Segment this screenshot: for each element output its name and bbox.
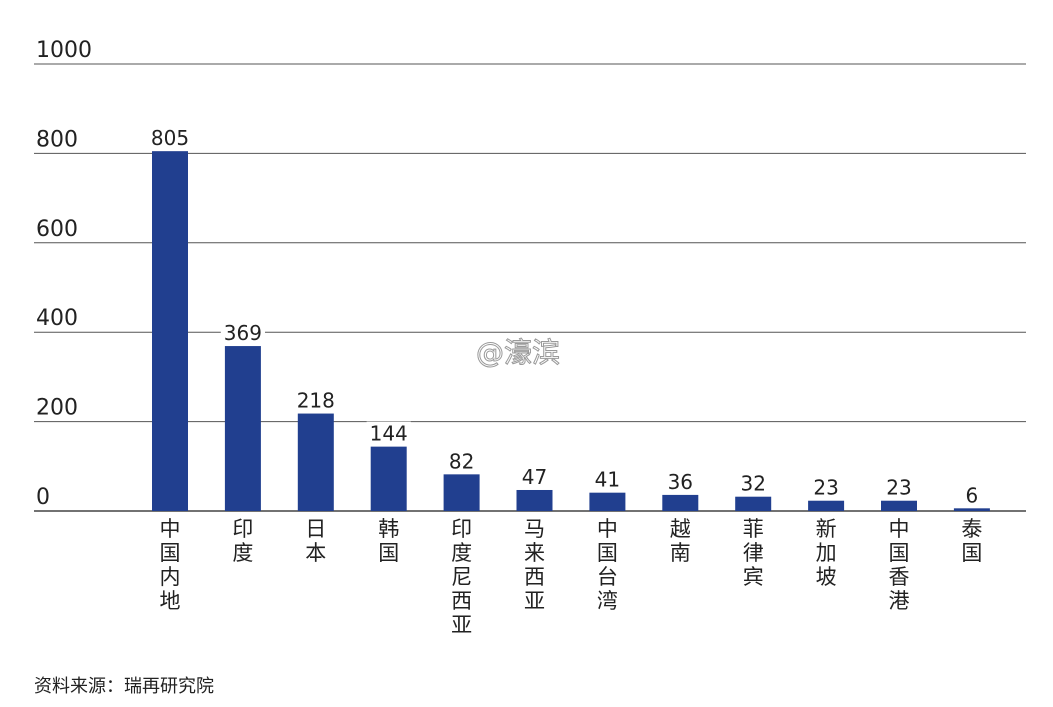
y-axis-ticks: 0 200 400 600 800 1000 xyxy=(36,38,92,510)
data-label-backing xyxy=(366,421,411,446)
category-label: 菲律宾 xyxy=(743,517,764,589)
data-label: 41 xyxy=(595,468,620,492)
data-label: 144 xyxy=(370,422,408,446)
y-tick-label: 0 xyxy=(36,485,50,510)
category-label-text: 韩国 xyxy=(378,517,399,565)
bar xyxy=(808,500,845,511)
data-label: 805 xyxy=(151,126,189,150)
data-label-backing xyxy=(293,388,338,413)
category-label: 日本 xyxy=(305,517,326,565)
data-labels: 805 369 218 144 82 47 41 36 32 23 23 6 xyxy=(147,126,982,508)
category-label: 印度 xyxy=(232,517,253,565)
data-label-backing xyxy=(883,475,915,500)
data-label-backing xyxy=(962,483,982,508)
data-label: 36 xyxy=(668,470,693,494)
data-label: 6 xyxy=(966,483,979,507)
bar xyxy=(152,151,188,512)
category-label-text: 中国内地 xyxy=(160,517,181,613)
data-label: 47 xyxy=(522,465,547,489)
gridlines xyxy=(34,63,1026,512)
data-label-backing xyxy=(220,321,265,346)
y-tick-label: 1000 xyxy=(36,38,92,63)
data-label: 23 xyxy=(813,476,838,500)
category-label-text: 越南 xyxy=(670,517,691,565)
y-tick-label: 200 xyxy=(36,396,78,421)
category-label-text: 菲律宾 xyxy=(743,517,764,589)
bar xyxy=(443,474,480,511)
bar xyxy=(735,496,772,511)
data-label: 23 xyxy=(886,476,911,500)
category-label: 中国台湾 xyxy=(597,517,618,613)
y-tick-label: 600 xyxy=(36,217,78,242)
category-label: 马来西亚 xyxy=(524,517,545,613)
bars xyxy=(152,151,990,512)
data-label-backing xyxy=(591,467,624,492)
bar xyxy=(370,446,407,511)
category-label-text: 泰国 xyxy=(961,517,982,565)
data-label: 82 xyxy=(449,449,474,473)
category-label-text: 印度尼西亚 xyxy=(451,517,472,637)
category-label: 新加坡 xyxy=(816,517,837,589)
data-label: 32 xyxy=(740,472,765,496)
bar xyxy=(589,492,626,511)
category-label-text: 马来西亚 xyxy=(524,517,545,613)
category-label: 中国内地 xyxy=(160,517,181,613)
bar xyxy=(224,346,261,511)
bar xyxy=(516,489,553,511)
category-label-text: 中国台湾 xyxy=(597,517,618,613)
category-label-text: 印度 xyxy=(232,517,253,565)
y-tick-label: 800 xyxy=(36,127,78,152)
data-label-backing xyxy=(445,449,478,474)
category-label-text: 中国香港 xyxy=(889,517,910,613)
category-label: 泰国 xyxy=(961,517,982,565)
category-label: 印度尼西亚 xyxy=(451,517,472,637)
category-label-text: 新加坡 xyxy=(816,517,837,589)
data-label-backing xyxy=(737,471,769,496)
category-label: 越南 xyxy=(670,517,691,565)
bar xyxy=(662,494,699,511)
source-note: 资料来源：瑞再研究院 xyxy=(34,676,214,697)
category-label-text: 日本 xyxy=(305,517,326,565)
category-label: 韩国 xyxy=(378,517,399,565)
watermark: @濠滨 xyxy=(476,336,560,369)
bar xyxy=(953,508,990,511)
bar xyxy=(297,413,334,511)
data-label: 218 xyxy=(297,389,335,413)
data-label-backing xyxy=(664,469,697,494)
data-label: 369 xyxy=(224,321,262,345)
category-labels: 中国内地 印度 日本 韩国 印度尼西亚 马来西亚 中国台湾 越南 菲律宾 新加坡 中国香港 泰国 xyxy=(160,517,983,637)
data-label-backing xyxy=(147,126,193,151)
y-tick-label: 400 xyxy=(36,306,78,331)
data-label-backing xyxy=(518,464,551,489)
data-label-backing xyxy=(810,475,842,500)
bar xyxy=(881,500,917,511)
category-label: 中国香港 xyxy=(889,517,910,613)
